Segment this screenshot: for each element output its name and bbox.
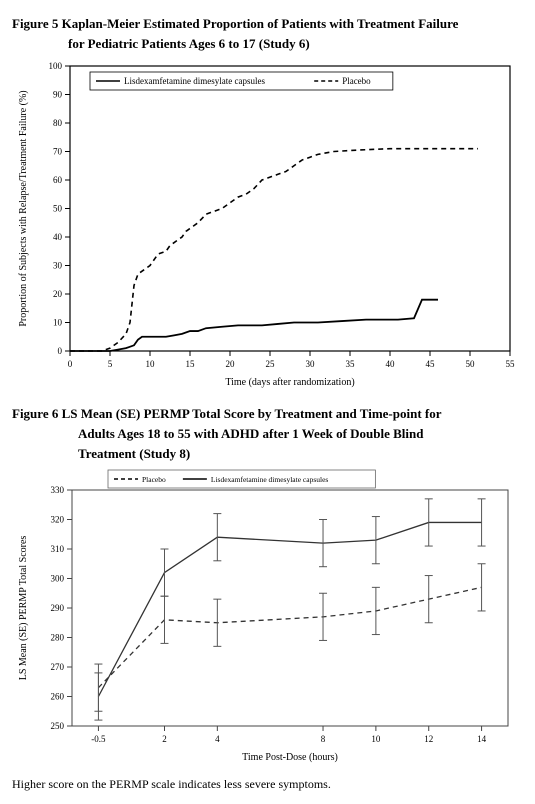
- svg-text:290: 290: [51, 603, 65, 613]
- svg-text:100: 100: [49, 61, 63, 71]
- svg-text:300: 300: [51, 574, 65, 584]
- svg-text:40: 40: [53, 232, 63, 242]
- svg-text:Lisdexamfetamine dimesylate ca: Lisdexamfetamine dimesylate capsules: [124, 76, 265, 86]
- svg-text:20: 20: [226, 359, 236, 369]
- figure5-title: Figure 5 Kaplan-Meier Estimated Proporti…: [12, 16, 523, 32]
- svg-text:270: 270: [51, 662, 65, 672]
- svg-text:Time Post-Dose (hours): Time Post-Dose (hours): [242, 752, 338, 763]
- svg-text:14: 14: [477, 734, 487, 744]
- svg-text:330: 330: [51, 485, 65, 495]
- figure6-title-cont1: Adults Ages 18 to 55 with ADHD after 1 W…: [12, 426, 523, 442]
- svg-text:Placebo: Placebo: [342, 76, 371, 86]
- figure6-title-line3: Treatment (Study 8): [78, 446, 190, 461]
- svg-text:15: 15: [186, 359, 196, 369]
- svg-text:30: 30: [306, 359, 316, 369]
- svg-text:2: 2: [162, 734, 167, 744]
- svg-text:260: 260: [51, 692, 65, 702]
- svg-text:310: 310: [51, 544, 65, 554]
- svg-text:12: 12: [424, 734, 433, 744]
- svg-text:Time (days after randomization: Time (days after randomization): [225, 377, 354, 388]
- svg-text:45: 45: [426, 359, 436, 369]
- svg-text:5: 5: [108, 359, 113, 369]
- svg-text:0: 0: [68, 359, 73, 369]
- svg-text:50: 50: [466, 359, 476, 369]
- svg-text:0: 0: [58, 346, 63, 356]
- figure6-chart: -0.5 2 4 8 10 12 14 250 260 270 280 290 300 310 320 330…: [12, 466, 522, 771]
- svg-text:-0.5: -0.5: [91, 734, 106, 744]
- svg-text:280: 280: [51, 633, 65, 643]
- svg-text:10: 10: [53, 318, 63, 328]
- svg-text:20: 20: [53, 289, 63, 299]
- svg-text:4: 4: [215, 734, 220, 744]
- svg-text:60: 60: [53, 175, 63, 185]
- svg-text:90: 90: [53, 90, 63, 100]
- footnote-text: Higher score on the PERMP scale indicate…: [12, 777, 331, 791]
- figure6-title: Figure 6 LS Mean (SE) PERMP Total Score …: [12, 406, 523, 422]
- svg-text:50: 50: [53, 204, 63, 214]
- figure5-title-line1: Figure 5 Kaplan-Meier Estimated Proporti…: [12, 16, 458, 31]
- svg-text:40: 40: [386, 359, 396, 369]
- svg-text:LS Mean (SE) PERMP Total Score: LS Mean (SE) PERMP Total Scores: [18, 536, 29, 681]
- figure5-title-line2: for Pediatric Patients Ages 6 to 17 (Stu…: [68, 36, 310, 51]
- svg-text:10: 10: [146, 359, 156, 369]
- figure5-title-cont: for Pediatric Patients Ages 6 to 17 (Stu…: [12, 36, 523, 52]
- svg-text:250: 250: [51, 721, 65, 731]
- svg-text:Lisdexamfetamine dimesylate ca: Lisdexamfetamine dimesylate capsules: [211, 475, 329, 484]
- svg-text:Proportion of Subjects with Re: Proportion of Subjects with Relapse/Trea…: [18, 90, 29, 326]
- svg-text:8: 8: [321, 734, 326, 744]
- svg-text:Placebo: Placebo: [142, 475, 166, 484]
- figure5-chart: 0 5 10 15 20 25 30 35 40 45 50 55 0 10 20 30 40 50 60 70 80 9…: [12, 56, 522, 396]
- svg-text:35: 35: [346, 359, 356, 369]
- svg-text:55: 55: [506, 359, 516, 369]
- svg-text:70: 70: [53, 147, 63, 157]
- svg-text:30: 30: [53, 261, 63, 271]
- figure6-title-line2: Adults Ages 18 to 55 with ADHD after 1 W…: [78, 426, 424, 441]
- svg-text:320: 320: [51, 515, 65, 525]
- svg-text:25: 25: [266, 359, 276, 369]
- svg-text:10: 10: [371, 734, 381, 744]
- figure6-title-cont2: Treatment (Study 8): [12, 446, 523, 462]
- svg-text:80: 80: [53, 118, 63, 128]
- figure6-title-line1: Figure 6 LS Mean (SE) PERMP Total Score …: [12, 406, 442, 421]
